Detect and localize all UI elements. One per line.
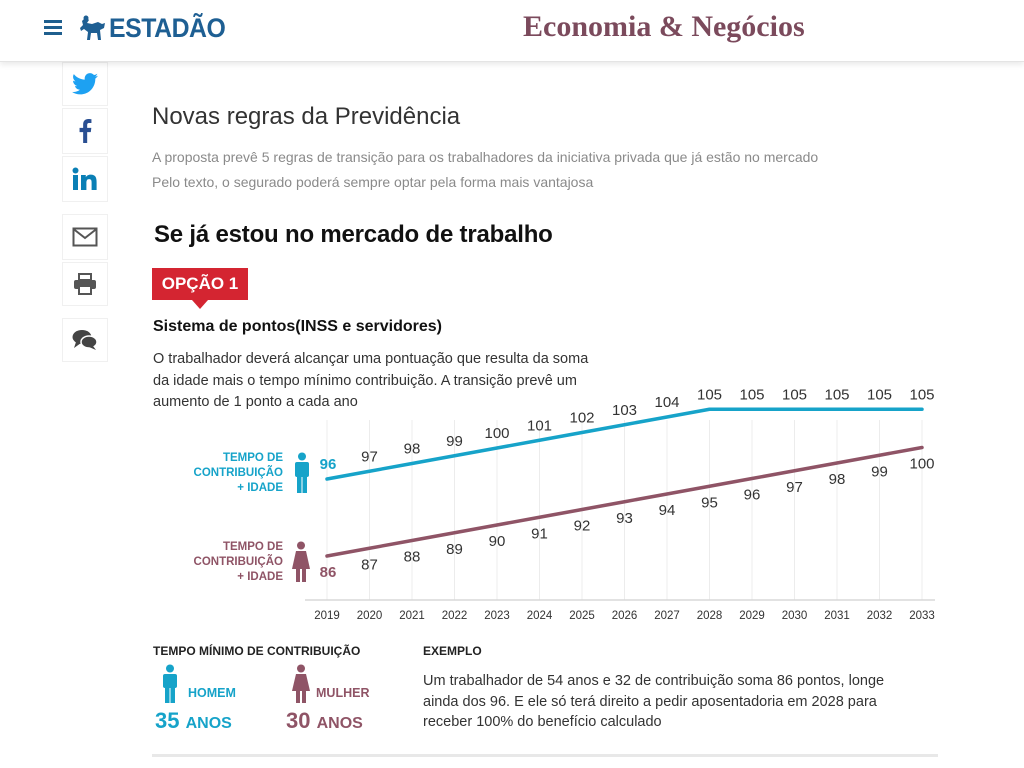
x-tick-label: 2020 [357,610,383,622]
woman-small-icon [292,664,310,703]
x-tick-label: 2019 [314,610,340,622]
horse-rider-logo-icon [80,15,105,40]
lead-line-2: Pelo texto, o segurado poderá sempre opt… [152,174,594,190]
woman-icon [292,541,310,582]
legend-men-line-3: + IDADE [237,482,283,494]
data-label: 103 [612,402,637,419]
example-text: Um trabalhador de 54 anos e 32 de contri… [423,673,885,730]
data-label: 100 [484,425,509,442]
data-label: 94 [659,502,676,519]
data-label: 99 [446,433,463,450]
share-twitter-button[interactable] [62,62,108,106]
men-minimum-years: 35 ANOS [155,708,232,734]
women-years-unit: ANOS [316,715,363,732]
data-label: 96 [320,456,337,473]
women-minimum-years: 30 ANOS [286,708,363,734]
hamburger-menu-icon[interactable] [44,20,62,36]
section-heading: Se já estou no mercado de trabalho [154,221,553,248]
series-line-mulher [325,445,924,558]
data-label: 87 [361,556,378,573]
data-label: 105 [697,386,722,403]
data-label: 105 [782,386,807,403]
twitter-icon [72,73,98,95]
data-label: 86 [320,564,337,581]
bottom-divider [152,754,938,757]
legend-women-line-2: CONTRIBUIÇÃO [193,556,283,568]
x-tick-label: 2026 [612,610,638,622]
men-years-unit: ANOS [185,715,232,732]
data-label: 104 [654,394,679,411]
x-tick-label: 2029 [739,610,765,622]
legend-men-line-1: TEMPO DE [222,452,283,464]
data-label: 105 [909,386,934,403]
comments-button[interactable] [62,318,108,362]
data-label: 105 [824,386,849,403]
women-years-value: 30 [286,708,311,733]
article-title: Novas regras da Previdência [152,103,461,130]
data-label: 100 [909,456,934,473]
x-tick-label: 2021 [399,610,425,622]
print-button[interactable] [62,262,108,306]
data-label: 101 [527,417,552,434]
legend-men: TEMPO DE CONTRIBUIÇÃO + IDADE [173,451,283,496]
x-tick-label: 2027 [654,610,680,622]
data-label: 98 [829,471,846,488]
x-tick-label: 2025 [569,610,595,622]
legend-men-line-2: CONTRIBUIÇÃO [193,467,283,479]
estadao-logo[interactable]: ESTADÃO [78,13,236,44]
linkedin-icon [72,167,97,190]
x-tick-label: 2030 [782,610,808,622]
x-tick-label: 2028 [697,610,723,622]
minimum-contribution-title: TEMPO MÍNIMO DE CONTRIBUIÇÃO [153,644,361,658]
data-label: 98 [404,441,421,458]
data-label: 93 [616,510,633,527]
men-label: HOMEM [188,686,236,700]
men-years-value: 35 [155,708,180,733]
x-tick-label: 2022 [442,610,468,622]
legend-women-line-3: + IDADE [237,571,283,583]
print-icon [74,273,96,295]
data-label: 96 [744,487,761,504]
x-tick-label: 2023 [484,610,510,622]
women-label: MULHER [316,686,370,700]
legend-women: TEMPO DE CONTRIBUIÇÃO + IDADE [173,540,283,585]
data-label: 99 [871,463,888,480]
data-label: 97 [361,448,378,465]
man-icon [295,452,309,493]
chart-description: O trabalhador deverá alcançar uma pontua… [153,351,589,410]
x-tick-label: 2033 [909,610,935,622]
man-small-icon [163,664,177,703]
top-bar: ESTADÃO Economia & Negócios [0,0,1024,62]
email-icon [72,227,98,247]
data-label: 88 [404,549,421,566]
share-email-button[interactable] [62,214,108,260]
section-title[interactable]: Economia & Negócios [523,10,805,43]
data-label: 97 [786,479,803,496]
legend-women-line-1: TEMPO DE [222,541,283,553]
facebook-icon [79,119,92,143]
example-title: EXEMPLO [423,644,482,658]
x-tick-label: 2032 [867,610,893,622]
series-line-homem [325,407,924,481]
data-label: 95 [701,494,718,511]
x-tick-label: 2024 [527,610,553,622]
chart-subheading: Sistema de pontos(INSS e servidores) [153,318,442,335]
data-label: 90 [489,533,506,550]
share-linkedin-button[interactable] [62,156,108,202]
data-label: 92 [574,518,591,535]
share-facebook-button[interactable] [62,108,108,154]
comments-icon [72,330,98,350]
data-label: 105 [739,386,764,403]
lead-line-1: A proposta prevê 5 regras de transição p… [152,149,819,165]
data-label: 105 [867,386,892,403]
brand-name: ESTADÃO [109,13,226,43]
data-label: 89 [446,541,463,558]
option-badge: OPÇÃO 1 [152,268,248,309]
data-label: 91 [531,525,548,542]
x-tick-label: 2031 [824,610,850,622]
